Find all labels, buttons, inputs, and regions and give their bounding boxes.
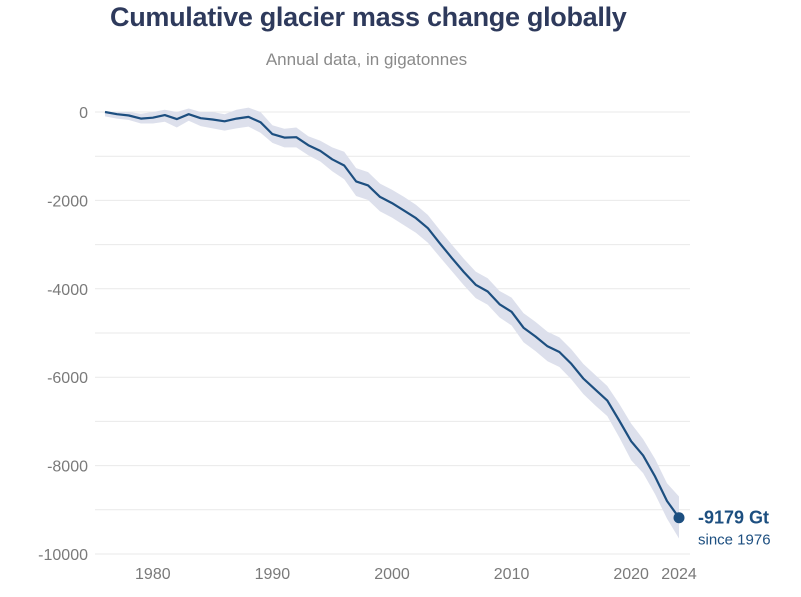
y-tick-label: -8000 bbox=[47, 459, 88, 476]
x-tick-label: 1980 bbox=[135, 566, 171, 583]
uncertainty-band bbox=[105, 107, 679, 539]
x-tick-label: 2000 bbox=[374, 566, 410, 583]
chart-subtitle: Annual data, in gigatonnes bbox=[265, 50, 468, 69]
series-line-group bbox=[104, 110, 685, 524]
y-tick-label: -6000 bbox=[47, 370, 88, 387]
end-point-marker bbox=[673, 512, 685, 524]
y-tick-label: -10000 bbox=[38, 547, 88, 564]
x-tick-label: 1990 bbox=[255, 566, 291, 583]
x-tick-label: 2010 bbox=[494, 566, 530, 583]
uncertainty-band-group bbox=[105, 107, 679, 539]
gridlines bbox=[95, 111, 690, 555]
end-value-sublabel: since 1976 bbox=[698, 532, 771, 549]
x-tick-label: 2020 bbox=[613, 566, 649, 583]
y-tick-label: -4000 bbox=[47, 282, 88, 299]
y-axis-ticks: 0 -2000 -4000 -6000 -8000 -10000 bbox=[38, 105, 88, 564]
end-value-label: -9179 Gt bbox=[698, 508, 769, 528]
y-tick-label: 0 bbox=[79, 105, 88, 122]
x-axis-ticks: 1980 1990 2000 2010 2020 2024 bbox=[135, 566, 697, 583]
x-tick-label: 2024 bbox=[661, 566, 697, 583]
annotations: -9179 Gt since 1976 bbox=[698, 508, 771, 549]
series-line bbox=[104, 110, 680, 519]
chart-title: Cumulative glacier mass change globally bbox=[110, 2, 627, 32]
y-tick-label: -2000 bbox=[47, 193, 88, 210]
